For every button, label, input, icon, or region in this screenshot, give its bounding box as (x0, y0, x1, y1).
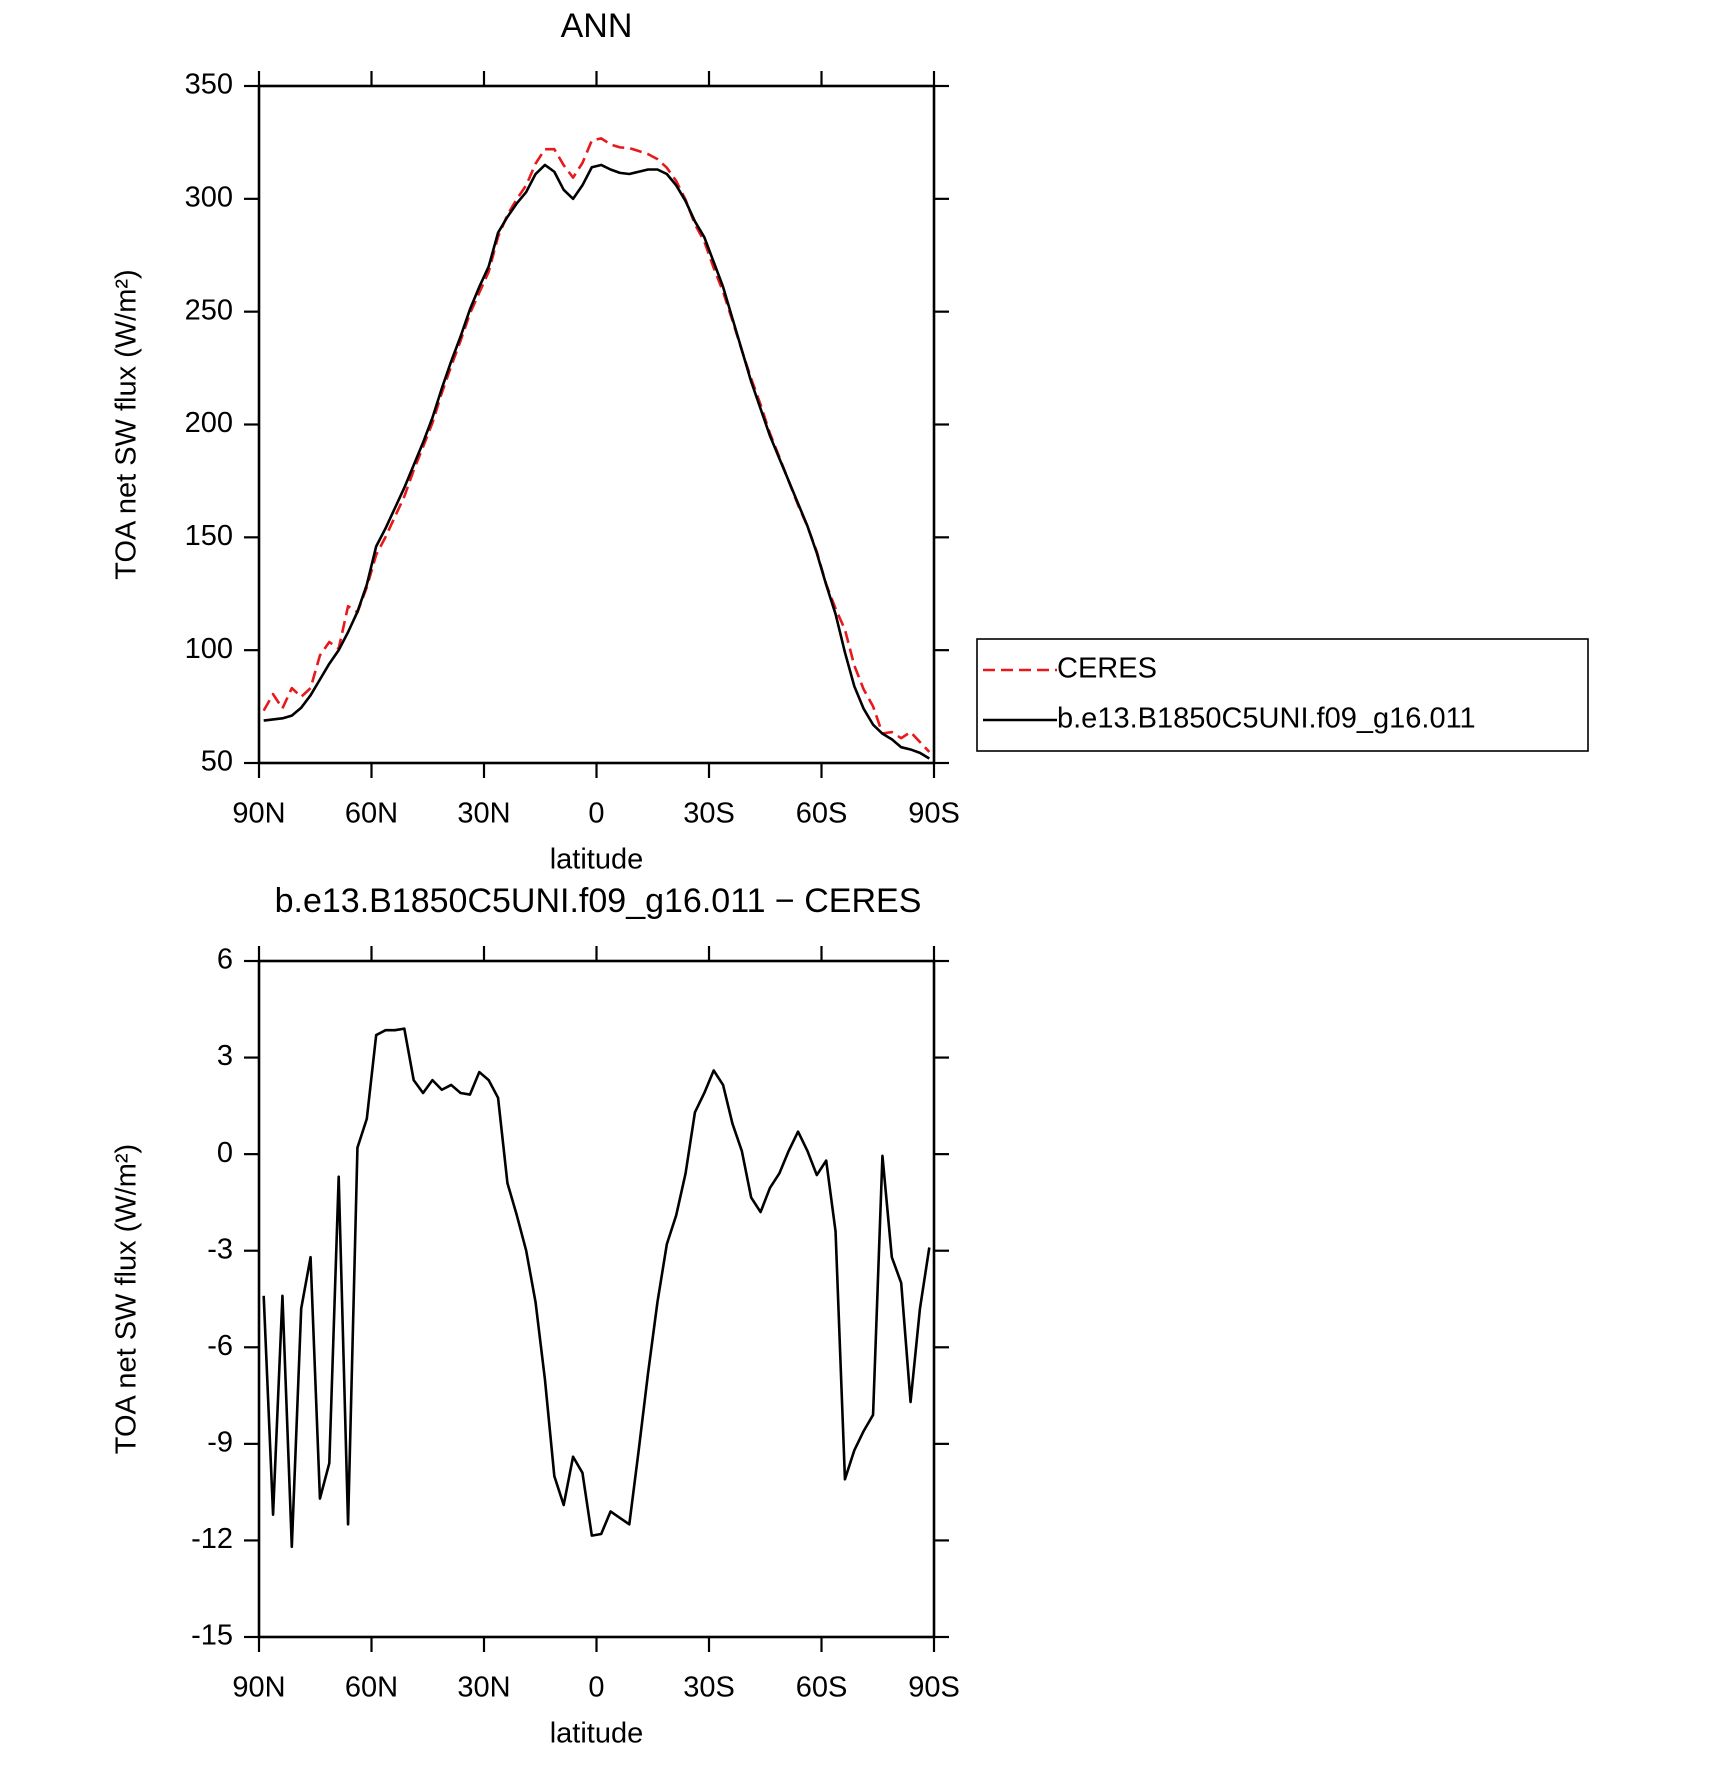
x-tick-label: 90N (232, 798, 285, 830)
y-tick-label: 350 (185, 69, 233, 101)
y-tick-label: 150 (185, 520, 233, 552)
chart-title: b.e13.B1850C5UNI.f09_g16.011 − CERES (275, 882, 922, 920)
x-tick-label: 60S (796, 798, 848, 830)
y-tick-label: 50 (201, 746, 233, 778)
x-tick-label: 0 (588, 798, 604, 830)
y-tick-label: -6 (207, 1330, 233, 1362)
plot-frame (257, 84, 936, 765)
x-axis-label: latitude (550, 1718, 644, 1750)
x-tick-label: 60N (345, 1672, 398, 1704)
x-tick-label: 0 (588, 1672, 604, 1704)
data-line (262, 137, 931, 753)
x-axis-label: latitude (550, 844, 644, 876)
y-axis-label: TOA net SW flux (W/m²) (111, 1144, 143, 1454)
legend-label: b.e13.B1850C5UNI.f09_g16.011 (1057, 703, 1476, 735)
y-tick-label: -9 (207, 1427, 233, 1459)
y-tick-label: -15 (191, 1620, 233, 1652)
data-line (263, 163, 930, 760)
data-line (262, 1027, 931, 1549)
y-tick-label: 100 (185, 633, 233, 665)
y-tick-label: -3 (207, 1233, 233, 1265)
x-tick-label: 90N (232, 1672, 285, 1704)
y-tick-label: 200 (185, 407, 233, 439)
y-tick-label: 3 (217, 1040, 233, 1072)
x-tick-label: 90S (908, 1672, 960, 1704)
y-tick-label: 0 (217, 1137, 233, 1169)
plot-frame (257, 959, 936, 1639)
legend-label: CERES (1057, 653, 1157, 685)
x-tick-label: 30N (457, 798, 510, 830)
y-tick-label: 6 (217, 944, 233, 976)
x-tick-label: 30N (457, 1672, 510, 1704)
y-tick-label: 300 (185, 181, 233, 213)
y-tick-label: -12 (191, 1523, 233, 1555)
y-axis-label: TOA net SW flux (W/m²) (111, 269, 143, 579)
x-tick-label: 60S (796, 1672, 848, 1704)
x-tick-label: 90S (908, 798, 960, 830)
legend-box (976, 638, 1589, 752)
x-tick-label: 60N (345, 798, 398, 830)
x-tick-label: 30S (683, 798, 735, 830)
x-tick-label: 30S (683, 1672, 735, 1704)
chart-title: ANN (561, 7, 633, 45)
y-tick-label: 250 (185, 294, 233, 326)
